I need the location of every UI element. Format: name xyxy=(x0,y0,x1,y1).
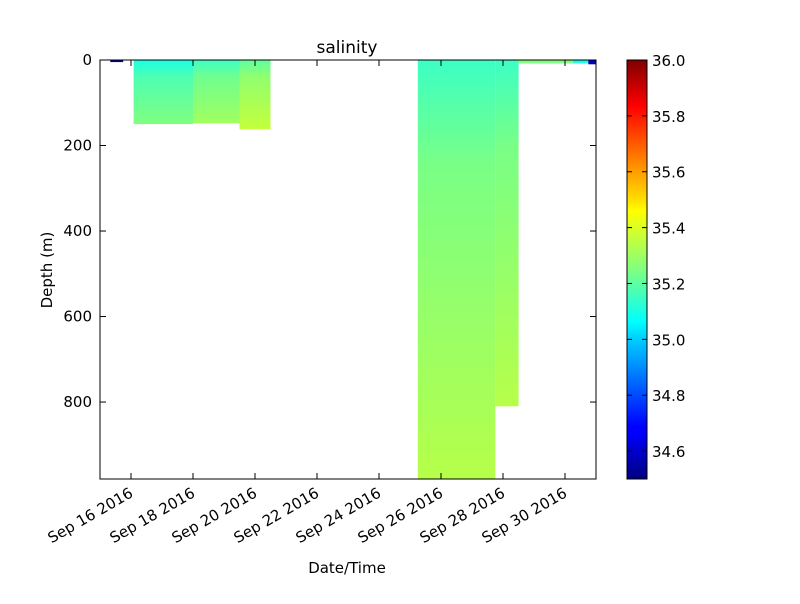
y-tick-label: 400 xyxy=(63,222,92,240)
colorbar-tick-label: 35.6 xyxy=(652,164,685,182)
salinity-segment xyxy=(239,60,271,130)
y-tick-label: 0 xyxy=(82,51,92,69)
y-axis-label: Depth (m) xyxy=(38,232,56,309)
y-tick-label: 800 xyxy=(63,393,92,411)
colorbar-tick-label: 34.6 xyxy=(652,443,685,461)
chart-title: salinity xyxy=(317,38,378,58)
colorbar-tick-label: 35.4 xyxy=(652,220,685,238)
colorbar-tick-label: 35.2 xyxy=(652,275,685,293)
colorbar: 34.6 34.8 35.0 35.2 35.4 35.6 35.8 36.0 xyxy=(626,52,685,480)
salinity-segment xyxy=(588,60,596,65)
salinity-segment xyxy=(518,60,573,64)
salinity-segment xyxy=(495,60,519,407)
y-axis: 0 200 400 600 800 xyxy=(63,51,596,411)
salinity-segment xyxy=(110,60,124,63)
y-tick-label: 600 xyxy=(63,308,92,326)
salinity-segment xyxy=(193,60,240,124)
colorbar-scale xyxy=(626,59,648,480)
colorbar-tick-label: 34.8 xyxy=(652,387,685,405)
plot-frame xyxy=(99,59,597,480)
colorbar-ticks: 34.6 34.8 35.0 35.2 35.4 35.6 35.8 36.0 xyxy=(627,52,685,461)
salinity-segment xyxy=(572,60,589,64)
salinity-segment xyxy=(133,60,193,125)
colorbar-tick-label: 35.0 xyxy=(652,331,685,349)
colorbar-tick-label: 36.0 xyxy=(652,52,685,70)
plot-area xyxy=(110,60,596,479)
y-tick-label: 200 xyxy=(63,137,92,155)
colorbar-tick-label: 35.8 xyxy=(652,108,685,126)
x-axis-label: Date/Time xyxy=(308,559,386,577)
salinity-segment xyxy=(417,60,496,479)
